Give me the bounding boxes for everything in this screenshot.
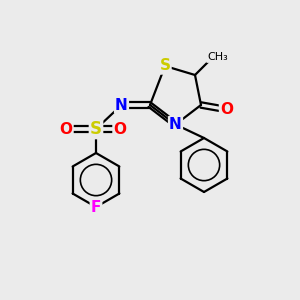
Text: O: O — [220, 102, 233, 117]
Text: S: S — [90, 120, 102, 138]
Text: O: O — [59, 122, 73, 136]
Text: S: S — [160, 58, 170, 74]
Text: N: N — [169, 117, 182, 132]
Text: CH₃: CH₃ — [207, 52, 228, 62]
Text: F: F — [91, 200, 101, 214]
Text: O: O — [113, 122, 127, 136]
Text: N: N — [115, 98, 128, 112]
